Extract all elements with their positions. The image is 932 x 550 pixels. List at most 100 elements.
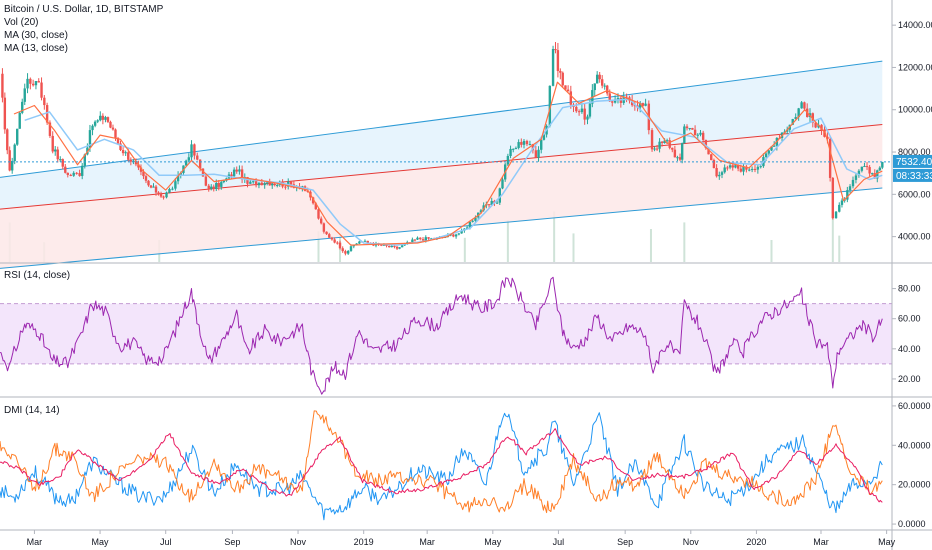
candle-body [179, 173, 182, 175]
candle-body [222, 180, 226, 183]
candle-body [537, 149, 540, 158]
candle-body [91, 125, 94, 131]
candle-body [106, 117, 110, 122]
candle-body [430, 238, 433, 240]
candle-body [678, 157, 682, 160]
candle-body [411, 239, 414, 243]
adx-line [0, 428, 883, 503]
candle-body [289, 181, 293, 185]
candle-body [31, 83, 35, 86]
candle-body [21, 101, 24, 113]
candle-body [595, 74, 599, 84]
channel-fill [0, 61, 883, 269]
candle-body [593, 83, 596, 91]
plus-di-line [0, 412, 883, 521]
candle-body [803, 102, 806, 109]
candle-body [198, 159, 202, 169]
candle-body [124, 152, 127, 154]
candle-body [671, 147, 674, 150]
candle-body [190, 144, 193, 158]
price-pane[interactable]: Bitcoin / U.S. Dollar, 1D, BITSTAMP Vol … [0, 0, 932, 269]
candle-body [252, 181, 255, 183]
bar-countdown-label: 08:33:33 [896, 171, 932, 182]
candle-body [673, 149, 677, 158]
candle-body [260, 182, 264, 186]
candle-body [873, 173, 876, 179]
candle-body [728, 165, 732, 168]
rsi-pane[interactable]: RSI (14, close) 20.00 40.00 60.00 80.00 [0, 270, 921, 395]
candle-body [660, 141, 664, 144]
candle-body [495, 202, 499, 204]
moving-averages [13, 81, 883, 246]
candle-body [566, 89, 570, 92]
candle-body [393, 245, 396, 247]
candle-body [257, 182, 261, 186]
candle-body [452, 234, 455, 237]
candle-body [51, 135, 54, 152]
candle-body [398, 247, 401, 249]
time-tick-label: Nov [683, 537, 700, 547]
candle-body [69, 174, 72, 176]
price-tick-label: 4000.00 [898, 232, 931, 242]
price-tick-label: 8000.00 [898, 147, 931, 157]
candle-body [271, 183, 274, 186]
time-tick-label: May [484, 537, 502, 547]
rsi-tick-label: 80.00 [898, 284, 921, 294]
candle-body [29, 78, 32, 84]
channel-upper-line [0, 60, 883, 178]
dmi-tick-label: 60.0000 [898, 401, 931, 411]
candle-body [577, 111, 581, 113]
last-price-label: 7532.40 [896, 157, 932, 168]
candle-body [797, 108, 800, 118]
candle-body [328, 234, 331, 238]
candle-body [791, 119, 794, 125]
candle-body [764, 153, 768, 158]
candle-body [81, 165, 84, 176]
candle-body [548, 85, 552, 126]
candle-body [575, 106, 578, 112]
candle-body [868, 167, 871, 174]
bar-countdown-badge [893, 168, 932, 182]
candle-body [696, 134, 699, 136]
candle-body [10, 161, 14, 171]
candle-body [828, 138, 832, 178]
candle-body [522, 141, 526, 145]
candle-body [712, 160, 716, 168]
candle-body [387, 245, 391, 248]
candle-body [66, 172, 69, 175]
candle-body [210, 186, 213, 189]
candle-body [26, 78, 29, 89]
candle-body [608, 93, 611, 102]
candle-body [820, 124, 823, 131]
candle-body [525, 141, 529, 145]
candle-body [64, 166, 67, 173]
candle-body [263, 183, 266, 186]
last-price-badge [893, 154, 932, 168]
candle-body [142, 171, 145, 177]
candle-body [742, 166, 745, 172]
candle-body [630, 100, 634, 106]
candle-body [204, 176, 208, 186]
time-tick-label: May [92, 537, 110, 547]
candle-body [322, 223, 326, 232]
candle-body [606, 85, 609, 94]
candle-body [96, 120, 99, 122]
time-tick-label: Jul [553, 537, 565, 547]
candle-body [193, 144, 196, 156]
candle-body [144, 176, 148, 181]
candle-body [668, 140, 671, 148]
candle-body [528, 144, 532, 146]
candle-body [748, 169, 751, 171]
candle-body [750, 168, 754, 170]
candle-body [865, 166, 869, 168]
candle-body [34, 81, 38, 86]
candle-body [266, 182, 269, 184]
candle-body [848, 186, 852, 191]
candle-body [137, 164, 140, 168]
dmi-pane[interactable]: DMI (14, 14) 0.0000 20.0000 40.0000 60.0000 [0, 401, 931, 529]
volume-bar [683, 222, 686, 262]
candle-body [254, 181, 258, 186]
candle-body [366, 240, 369, 243]
candle-body [336, 242, 339, 244]
time-axis[interactable]: Mar May Jul Sep Nov 2019 Mar May Jul Sep Nov 2020 Ma… [27, 530, 896, 547]
